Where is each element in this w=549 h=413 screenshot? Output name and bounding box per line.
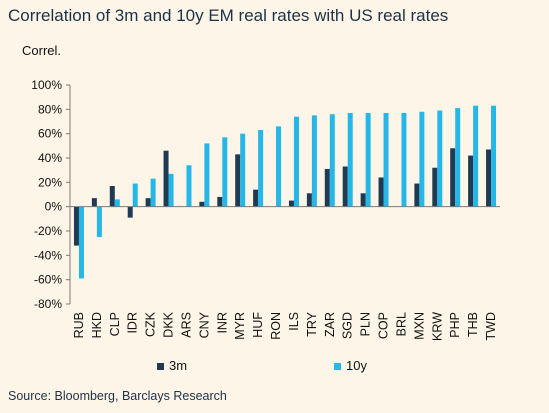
y-axis-label: Correl. [22, 43, 61, 58]
x-tick-label: ZAR [323, 312, 337, 337]
x-tick-label: SGD [341, 312, 355, 339]
x-tick-label: MXN [412, 312, 426, 340]
bar-3m-php [450, 148, 456, 207]
bar-3m-dkk [163, 150, 169, 207]
y-tick-label: 60% [38, 127, 62, 141]
bar-10y-ils [293, 116, 299, 207]
x-tick-label: TRY [305, 311, 319, 336]
bar-10y-sgd [347, 112, 353, 207]
bar-3m-rub [73, 206, 79, 246]
bar-3m-idr [127, 206, 133, 218]
y-tick-label: -20% [34, 224, 62, 238]
bar-10y-ron [276, 126, 282, 207]
source-note: Source: Bloomberg, Barclays Research [8, 389, 227, 403]
legend-swatch-10y [334, 363, 341, 370]
bar-10y-brl [401, 112, 407, 207]
x-tick-label: PLN [359, 312, 373, 336]
x-tick-label: ARS [179, 312, 193, 338]
y-tick-label: 80% [38, 102, 62, 116]
legend: 3m 10y [157, 358, 367, 373]
y-axis: 100% 80% 60% 40% 20% 0% -20% -40% -60% -80% [31, 78, 71, 311]
bar-10y-php [455, 108, 461, 207]
x-tick-label: DKK [162, 311, 176, 337]
x-tick-label: CNY [197, 311, 211, 338]
bar-3m-cop [378, 177, 384, 207]
bar-10y-thb [473, 105, 479, 207]
legend-label-3m: 3m [169, 358, 187, 373]
bar-10y-inr [222, 137, 228, 207]
bar-10y-mxn [419, 111, 425, 207]
bar-10y-huf [258, 130, 264, 207]
y-tick-label: -80% [34, 297, 62, 311]
bar-10y-zar [329, 114, 335, 207]
bar-3m-clp [109, 185, 115, 207]
bar-10y-cny [204, 143, 210, 207]
bar-10y-myr [240, 133, 246, 207]
y-tick-label: 0% [45, 200, 63, 214]
y-tick-label: -40% [34, 248, 62, 262]
x-tick-label: ILS [287, 312, 301, 331]
chart-title: Correlation of 3m and 10y EM real rates … [8, 6, 449, 25]
x-tick-label: RON [269, 312, 283, 340]
bar-10y-czk [150, 178, 156, 207]
x-tick-label: IDR [126, 312, 140, 334]
bar-3m-cny [199, 201, 205, 207]
bar-3m-krw [432, 167, 438, 207]
bar-10y-rub [78, 206, 84, 279]
legend-swatch-3m [157, 363, 164, 370]
x-tick-label: TWD [484, 312, 498, 340]
x-tick-label: BRL [394, 312, 408, 336]
bar-3m-try [306, 193, 312, 207]
bar-10y-hkd [96, 206, 102, 238]
y-tick-label: 100% [31, 78, 62, 92]
bar-3m-hkd [91, 198, 97, 207]
bar-3m-zar [324, 168, 330, 207]
bar-3m-huf [253, 189, 259, 207]
bar-10y-pln [365, 112, 371, 207]
bar-3m-sgd [342, 166, 348, 207]
x-tick-label: PHP [448, 312, 462, 338]
bar-10y-clp [114, 199, 120, 207]
x-tick-label: HUF [251, 312, 265, 338]
x-tick-label: CZK [144, 311, 158, 337]
legend-label-10y: 10y [346, 358, 367, 373]
bar-10y-cop [383, 112, 389, 207]
bar-3m-mxn [414, 183, 420, 207]
x-axis: RUB HKD CLP IDR CZK DKK ARS CNY INR MYR HUF RON ILS T… [70, 206, 500, 341]
bar-3m-twd [486, 149, 492, 207]
x-tick-label: COP [377, 312, 391, 339]
x-tick-label: THB [466, 312, 480, 337]
bar-10y-dkk [168, 173, 174, 207]
bar-3m-thb [468, 155, 474, 207]
x-tick-label: RUB [72, 312, 86, 338]
x-tick-label: INR [215, 312, 229, 334]
y-tick-label: -60% [34, 273, 62, 287]
y-tick-label: 20% [38, 175, 62, 189]
y-tick-label: 40% [38, 151, 62, 165]
bar-3m-ils [288, 200, 294, 207]
bar-10y-krw [437, 110, 443, 207]
bar-3m-pln [360, 193, 366, 207]
bar-10y-ars [186, 165, 192, 207]
x-tick-label: KRW [430, 312, 444, 341]
bars [73, 105, 497, 279]
bar-3m-myr [235, 154, 241, 207]
x-tick-label: MYR [233, 312, 247, 340]
x-tick-label: CLP [108, 312, 122, 336]
bar-3m-inr [217, 196, 223, 207]
bar-10y-idr [132, 183, 138, 207]
bar-10y-try [311, 115, 317, 207]
x-tick-label: HKD [90, 312, 104, 338]
bar-3m-czk [145, 198, 151, 207]
bar-10y-twd [491, 105, 497, 207]
